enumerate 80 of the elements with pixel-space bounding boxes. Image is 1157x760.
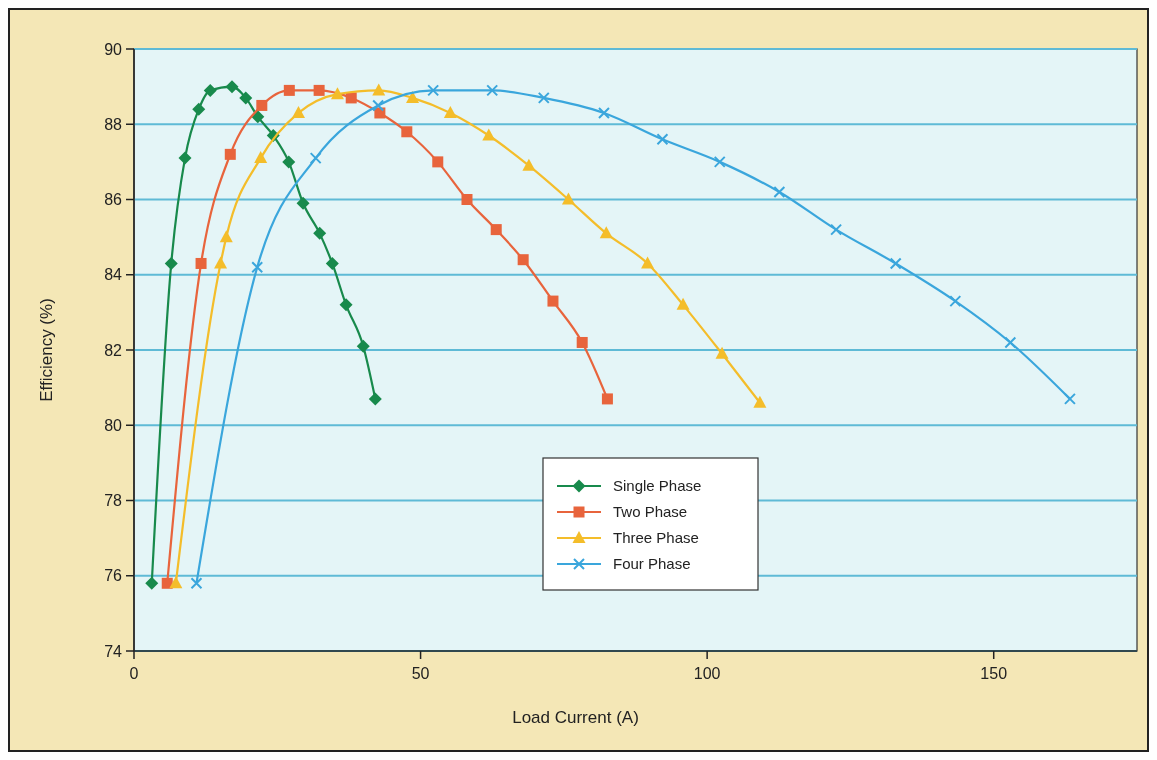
point bbox=[1004, 336, 1017, 349]
point bbox=[330, 87, 344, 100]
point bbox=[282, 155, 296, 169]
point bbox=[313, 226, 327, 240]
point bbox=[313, 84, 325, 96]
point bbox=[219, 230, 233, 243]
point bbox=[239, 91, 253, 105]
y-tick-label: 78 bbox=[104, 492, 123, 510]
point bbox=[561, 192, 575, 205]
point bbox=[1063, 392, 1076, 405]
point bbox=[251, 261, 264, 274]
x-tick-label: 150 bbox=[980, 665, 1008, 682]
point bbox=[190, 577, 203, 590]
point bbox=[203, 83, 217, 97]
point bbox=[830, 223, 843, 236]
x-tick-label: 50 bbox=[411, 665, 430, 682]
point bbox=[254, 151, 268, 164]
y-tick-label: 74 bbox=[104, 642, 123, 660]
point bbox=[356, 339, 370, 353]
point bbox=[576, 336, 588, 348]
legend-label: Single Phase bbox=[613, 477, 702, 495]
y-tick-label: 88 bbox=[104, 115, 123, 133]
point bbox=[773, 185, 786, 198]
point bbox=[325, 256, 339, 270]
legend-label: Three Phase bbox=[613, 529, 699, 547]
point bbox=[401, 126, 413, 138]
point bbox=[889, 257, 902, 270]
legend-label: Two Phase bbox=[613, 503, 688, 521]
point bbox=[145, 576, 159, 590]
point bbox=[296, 196, 310, 210]
point bbox=[406, 90, 420, 103]
point bbox=[195, 257, 207, 269]
point bbox=[372, 99, 385, 112]
point bbox=[256, 99, 268, 111]
point bbox=[522, 158, 536, 171]
point bbox=[283, 84, 295, 96]
point bbox=[656, 133, 669, 146]
point bbox=[482, 128, 496, 141]
point bbox=[161, 577, 173, 589]
point bbox=[676, 297, 690, 310]
y-axis-title: Efficiency (%) bbox=[37, 298, 56, 402]
point bbox=[443, 105, 457, 118]
point bbox=[599, 226, 613, 239]
point bbox=[169, 576, 183, 589]
point bbox=[178, 151, 192, 165]
point bbox=[224, 148, 236, 160]
point bbox=[192, 102, 206, 116]
x-axis-title: Load Current (A) bbox=[512, 708, 639, 727]
point bbox=[164, 256, 178, 270]
y-tick-label: 86 bbox=[104, 191, 123, 209]
x-tick-label: 0 bbox=[129, 665, 139, 682]
point bbox=[427, 84, 440, 97]
point bbox=[432, 156, 444, 168]
point bbox=[490, 224, 502, 236]
y-tick-label: 90 bbox=[104, 40, 123, 58]
point bbox=[753, 395, 767, 408]
y-tick-label: 82 bbox=[104, 341, 123, 359]
point bbox=[225, 80, 239, 94]
point bbox=[214, 256, 228, 269]
point bbox=[517, 254, 529, 266]
point bbox=[547, 295, 559, 307]
point bbox=[949, 295, 962, 308]
y-tick-label: 80 bbox=[104, 416, 123, 434]
point bbox=[601, 393, 613, 405]
legend-label: Four Phase bbox=[613, 555, 691, 573]
point bbox=[461, 194, 473, 205]
y-tick-label: 76 bbox=[104, 567, 123, 585]
point bbox=[713, 155, 726, 168]
point bbox=[486, 84, 499, 97]
y-tick-label: 84 bbox=[104, 266, 123, 284]
point bbox=[372, 83, 386, 96]
point bbox=[597, 106, 610, 119]
point bbox=[309, 152, 322, 165]
point bbox=[537, 91, 550, 104]
point bbox=[368, 392, 382, 406]
point bbox=[715, 346, 729, 359]
point bbox=[641, 256, 655, 269]
point bbox=[339, 298, 353, 312]
point bbox=[291, 105, 305, 118]
x-tick-label: 100 bbox=[693, 665, 721, 682]
